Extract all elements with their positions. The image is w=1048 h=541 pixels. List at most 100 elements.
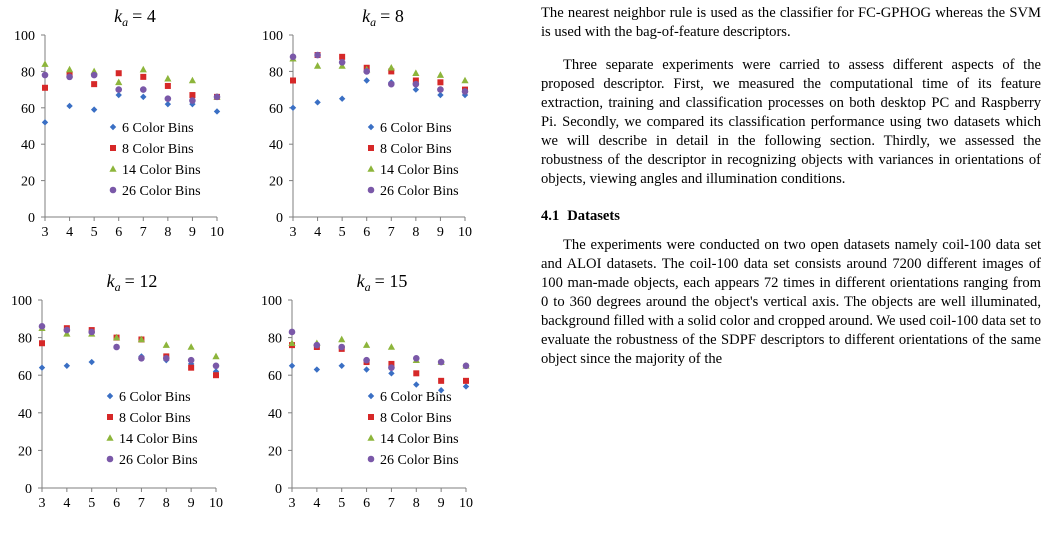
legend-label: 8 Color Bins: [380, 142, 452, 157]
data-point: [162, 354, 170, 362]
x-tick-label: 6: [115, 225, 122, 240]
data-point: [138, 354, 145, 362]
data-point: [387, 343, 396, 350]
y-tick-label: 20: [21, 175, 35, 190]
x-tick-label: 5: [339, 225, 346, 240]
figure-panel-grid: ka = 4 0 20 40 60 80 100 3 4 5 6 7 8 9 10 6 Color Bins 8 …: [0, 0, 510, 541]
legend-label: 8 Color Bins: [119, 411, 191, 426]
chart-title-var: k: [362, 6, 371, 26]
legend-label: 14 Color Bins: [380, 163, 459, 178]
data-point: [189, 92, 196, 99]
chart-title-sub: a: [365, 280, 371, 294]
data-point: [463, 377, 469, 384]
y-tick-label: 60: [21, 102, 35, 117]
chart-panel: ka = 12 0 20 40 60 80 100 3 4 5 6 7 8 9 10 6 Color Bins 8…: [11, 271, 223, 511]
legend-marker: [106, 434, 114, 441]
data-point: [363, 366, 370, 373]
y-tick-label: 100: [262, 29, 283, 44]
data-point: [91, 81, 98, 88]
data-point: [338, 95, 346, 102]
data-point: [339, 53, 346, 60]
legend-label: 6 Color Bins: [122, 121, 194, 136]
data-point: [363, 77, 370, 84]
x-tick-label: 7: [388, 496, 395, 511]
data-point: [412, 80, 420, 88]
chart-title: ka = 8: [362, 6, 404, 29]
paragraph-classifier: The nearest neighbor rule is used as the…: [541, 5, 1041, 40]
legend-marker: [109, 186, 117, 194]
x-tick-label: 3: [42, 225, 49, 240]
data-point: [41, 71, 49, 79]
data-point: [140, 73, 147, 80]
section-title: Datasets: [567, 208, 620, 224]
legend-marker: [110, 145, 116, 151]
data-point: [39, 340, 45, 347]
y-tick-label: 0: [28, 211, 35, 226]
legend-marker: [106, 455, 114, 463]
data-point: [164, 95, 172, 102]
data-point: [388, 360, 395, 367]
x-tick-label: 3: [289, 496, 296, 511]
x-tick-label: 4: [313, 496, 320, 511]
data-point: [462, 362, 470, 370]
data-point: [413, 370, 420, 377]
x-tick-label: 7: [138, 496, 145, 511]
data-point: [461, 88, 469, 95]
data-point: [362, 341, 371, 348]
data-point: [363, 68, 371, 75]
data-point: [387, 80, 395, 88]
x-tick-label: 9: [437, 225, 444, 240]
chart-title: ka = 15: [357, 271, 408, 294]
data-point: [213, 372, 219, 379]
legend-marker: [367, 165, 375, 172]
data-point: [412, 86, 420, 93]
x-tick-label: 3: [39, 496, 46, 511]
data-point: [213, 108, 221, 115]
data-point: [164, 82, 171, 89]
x-tick-label: 10: [458, 225, 472, 240]
y-tick-label: 20: [269, 175, 283, 190]
data-point: [38, 323, 46, 330]
x-tick-label: 9: [188, 496, 195, 511]
x-tick-label: 8: [412, 225, 419, 240]
data-point: [212, 362, 220, 370]
legend-marker: [106, 392, 114, 400]
data-point: [115, 86, 123, 93]
data-point: [113, 343, 120, 351]
section-heading: 4.1 Datasets: [541, 207, 1041, 226]
y-tick-label: 60: [269, 102, 283, 117]
data-point: [314, 99, 321, 106]
data-point: [338, 59, 346, 66]
x-tick-label: 9: [189, 225, 196, 240]
chart-panel: ka = 8 0 20 40 60 80 100 3 4 5 6 7 8 9 10 6 Color Bins 8 …: [262, 6, 472, 240]
chart-title: ka = 4: [114, 6, 156, 29]
data-point: [412, 69, 420, 77]
data-point: [164, 100, 172, 108]
legend-label: 8 Color Bins: [122, 142, 194, 157]
data-point: [164, 74, 172, 82]
y-tick-label: 100: [261, 294, 282, 309]
data-point: [42, 84, 48, 91]
data-point: [162, 341, 170, 348]
legend-label: 8 Color Bins: [380, 411, 452, 426]
data-point: [115, 78, 123, 86]
legend-label: 26 Color Bins: [380, 184, 459, 199]
data-point: [88, 358, 95, 366]
data-point: [139, 86, 147, 93]
body-text-column: The nearest neighbor rule is used as the…: [541, 4, 1041, 369]
x-tick-label: 5: [91, 225, 98, 240]
chart-title-value: = 12: [125, 271, 158, 291]
x-tick-label: 9: [438, 496, 445, 511]
chart-title-value: = 8: [380, 6, 404, 26]
data-point: [314, 51, 321, 59]
legend-label: 6 Color Bins: [380, 390, 452, 405]
data-point: [388, 364, 395, 371]
data-point: [115, 91, 122, 99]
data-point: [437, 387, 445, 394]
x-tick-label: 7: [388, 225, 395, 240]
legend-marker: [367, 392, 375, 400]
y-tick-label: 0: [275, 482, 282, 497]
x-tick-label: 10: [459, 496, 473, 511]
y-tick-label: 0: [25, 482, 32, 497]
x-tick-label: 4: [314, 225, 321, 240]
